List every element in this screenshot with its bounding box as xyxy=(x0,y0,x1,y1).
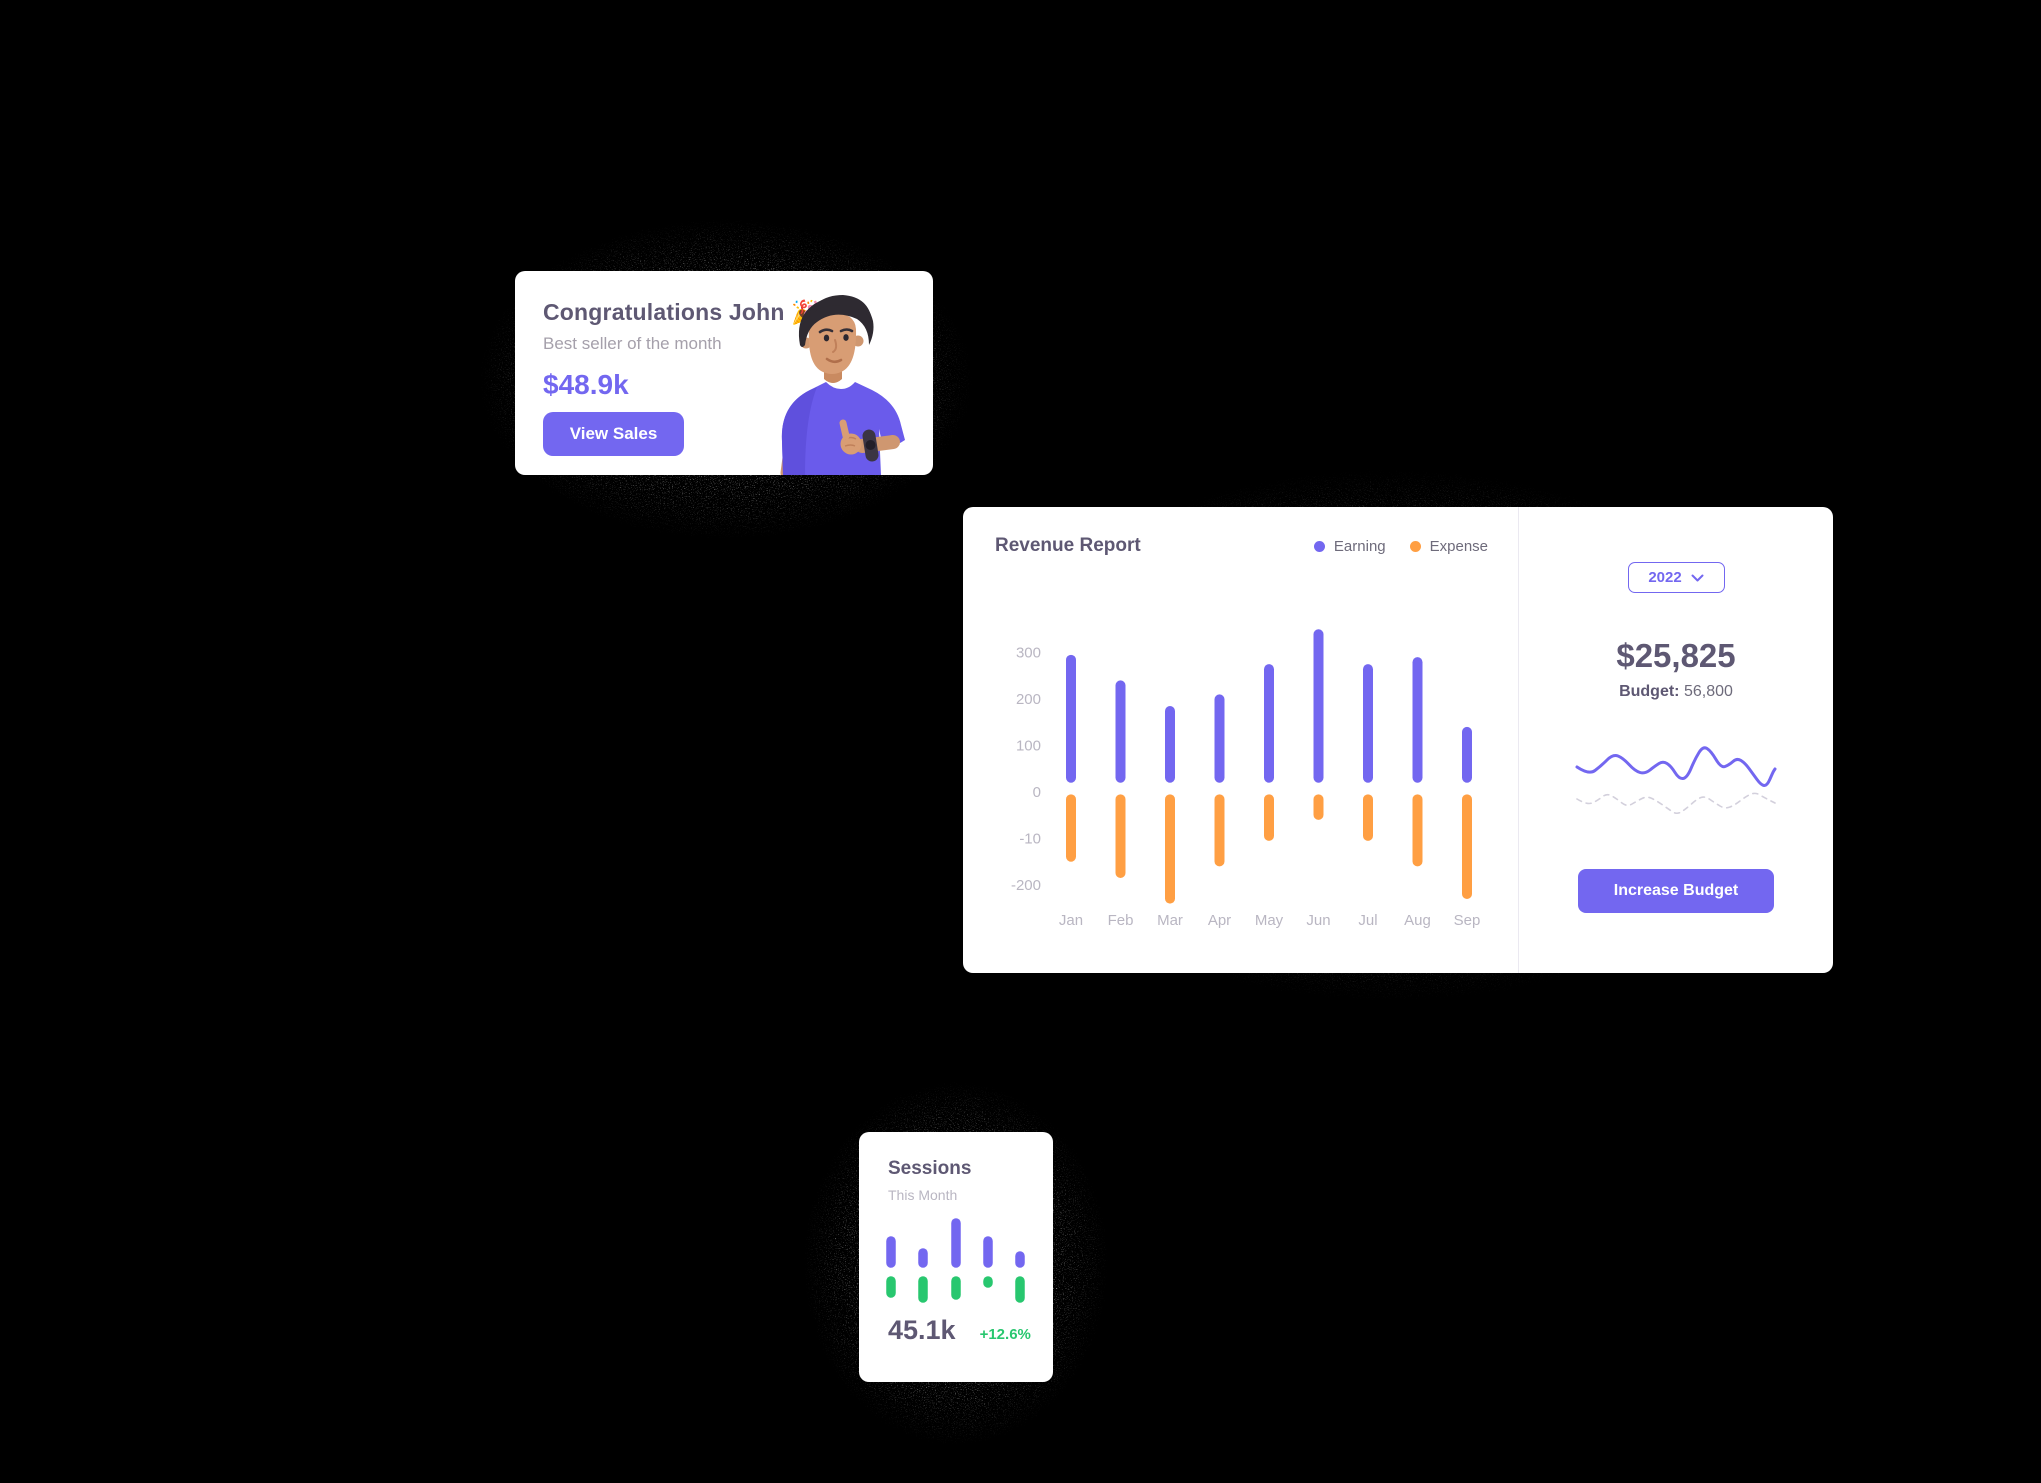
sessions-title: Sessions xyxy=(888,1158,972,1179)
svg-text:0: 0 xyxy=(1033,784,1041,801)
sessions-card: Sessions This Month 45.1k +12.6% xyxy=(859,1132,1053,1382)
budget-total: $25,825 xyxy=(1616,637,1736,674)
view-sales-button[interactable]: View Sales xyxy=(543,412,684,456)
budget-value: 56,800 xyxy=(1683,683,1733,700)
svg-text:-200: -200 xyxy=(1011,877,1041,894)
revenue-chart-section: Revenue Report Earning Expense 300 200 100… xyxy=(963,507,1518,973)
legend-item-expense[interactable]: Expense xyxy=(1409,537,1488,555)
svg-text:100: 100 xyxy=(1016,738,1041,755)
svg-text:Sep: Sep xyxy=(1454,912,1481,929)
revenue-title: Revenue Report xyxy=(995,535,1141,556)
svg-text:Aug: Aug xyxy=(1404,912,1431,929)
revenue-report-card: Revenue Report Earning Expense 300 200 100… xyxy=(963,507,1833,973)
svg-text:200: 200 xyxy=(1016,691,1041,708)
expense-dot-icon xyxy=(1409,540,1421,552)
svg-text:Mar: Mar xyxy=(1157,912,1183,929)
vertical-divider xyxy=(1518,507,1519,973)
legend-label: Earning xyxy=(1333,537,1386,555)
legend-item-earning[interactable]: Earning xyxy=(1313,537,1386,555)
sessions-delta: +12.6% xyxy=(979,1326,1031,1343)
budget-sparkline xyxy=(1575,746,1777,815)
svg-text:Jan: Jan xyxy=(1059,912,1083,929)
budget-label: Budget: xyxy=(1619,683,1680,700)
svg-text:300: 300 xyxy=(1016,645,1041,662)
svg-text:Jul: Jul xyxy=(1358,912,1377,929)
svg-text:Apr: Apr xyxy=(1208,912,1231,929)
sessions-mini-chart xyxy=(886,1218,1025,1303)
svg-text:-10: -10 xyxy=(1019,831,1041,848)
earning-dot-icon xyxy=(1313,540,1325,552)
budget-section: 2022 $25,825 Budget: 56,800 Increase Bud… xyxy=(1519,507,1833,973)
budget-line: Budget: 56,800 xyxy=(1619,683,1733,701)
sessions-subtitle: This Month xyxy=(888,1187,958,1203)
svg-text:Jun: Jun xyxy=(1306,912,1330,929)
legend-label: Expense xyxy=(1429,537,1488,555)
congratulations-card: Congratulations John 🎉 Best seller of th… xyxy=(515,271,933,475)
sessions-value: 45.1k xyxy=(888,1315,956,1345)
year-select[interactable]: 2022 xyxy=(1627,562,1725,593)
svg-text:May: May xyxy=(1255,912,1284,929)
chevron-down-icon xyxy=(1691,574,1704,581)
congrats-subtitle: Best seller of the month xyxy=(543,334,722,353)
chart-legend: Earning Expense xyxy=(1313,537,1488,555)
congrats-amount: $48.9k xyxy=(543,369,629,400)
revenue-bar-chart: 300 200 100 0 -10 -200 Jan Feb Mar Apr May Jun Jul Au… xyxy=(1011,629,1481,929)
congrats-title: Congratulations John 🎉 xyxy=(543,299,821,325)
man-thumbs-up-illustration xyxy=(780,295,905,475)
increase-budget-button[interactable]: Increase Budget xyxy=(1578,869,1774,913)
svg-text:Feb: Feb xyxy=(1108,912,1134,929)
year-select-value: 2022 xyxy=(1648,569,1682,586)
